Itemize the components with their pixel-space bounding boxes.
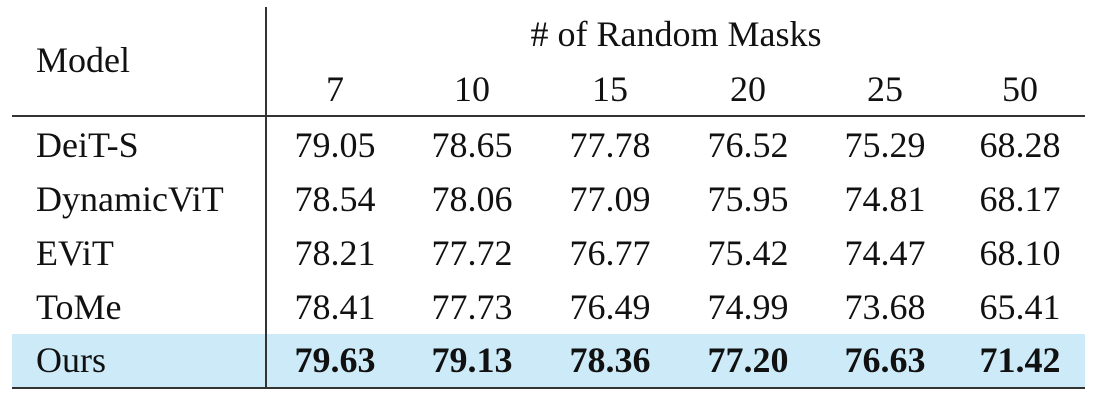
table-cell: 78.65 [431, 125, 513, 165]
column-header: 50 [1002, 69, 1038, 109]
model-name: Ours [36, 340, 106, 380]
model-name: DeiT-S [36, 125, 139, 165]
highlight-row-background [12, 334, 1085, 388]
model-name: EViT [36, 233, 114, 273]
table-cell: 74.47 [844, 233, 926, 273]
table-cell: 79.63 [294, 340, 376, 380]
table-cell: 76.63 [844, 340, 926, 380]
table-cell: 76.49 [569, 287, 651, 327]
table-cell: 73.68 [844, 287, 926, 327]
table-cell: 78.41 [294, 287, 376, 327]
table-cell: 68.17 [979, 179, 1061, 219]
table-cell: 76.52 [707, 125, 789, 165]
table-cell: 75.42 [707, 233, 789, 273]
column-header: 25 [867, 69, 903, 109]
table-cell: 78.54 [294, 179, 376, 219]
table-cell: 77.09 [569, 179, 651, 219]
table-cell: 78.06 [431, 179, 513, 219]
table-cell: 76.77 [569, 233, 651, 273]
table-cell: 77.72 [431, 233, 513, 273]
table-cell: 77.73 [431, 287, 513, 327]
table-cell: 71.42 [979, 340, 1061, 380]
model-header: Model [36, 40, 130, 80]
table-cell: 68.10 [979, 233, 1061, 273]
column-header: 10 [454, 69, 490, 109]
table-cell: 74.81 [844, 179, 926, 219]
table-cell: 77.78 [569, 125, 651, 165]
table-cell: 77.20 [707, 340, 789, 380]
column-header: 20 [730, 69, 766, 109]
table-cell: 65.41 [979, 287, 1061, 327]
column-header: 7 [326, 69, 344, 109]
table-cell: 75.29 [844, 125, 926, 165]
table-cell: 74.99 [707, 287, 789, 327]
header-rule [12, 115, 1085, 117]
table-cell: 79.05 [294, 125, 376, 165]
group-header: # of Random Masks [530, 14, 822, 54]
table-cell: 78.21 [294, 233, 376, 273]
column-divider [265, 7, 267, 388]
column-header: 15 [592, 69, 628, 109]
table-cell: 68.28 [979, 125, 1061, 165]
table-cell: 75.95 [707, 179, 789, 219]
table-cell: 78.36 [569, 340, 651, 380]
bottom-rule [12, 387, 1085, 389]
table-cell: 79.13 [431, 340, 513, 380]
model-name: ToMe [36, 287, 122, 327]
model-name: DynamicViT [36, 179, 224, 219]
